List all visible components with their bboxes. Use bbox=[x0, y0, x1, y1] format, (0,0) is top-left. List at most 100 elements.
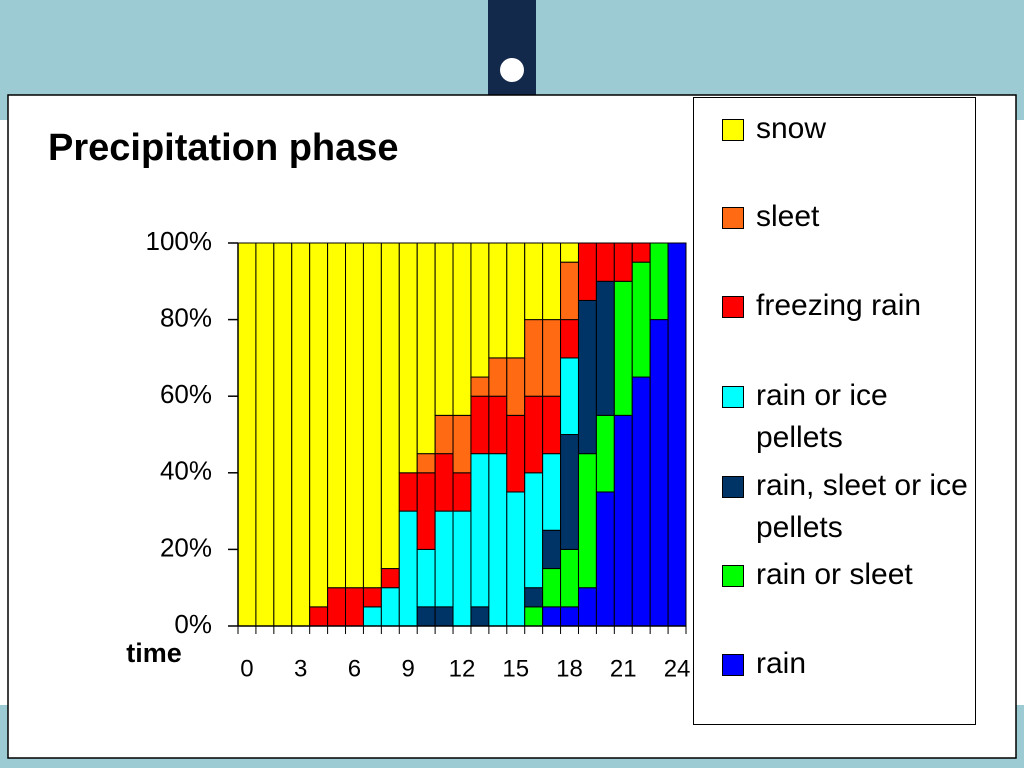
legend-swatch bbox=[722, 207, 744, 229]
y-tick-label: 100% bbox=[146, 226, 213, 256]
legend-label: snow bbox=[756, 112, 827, 145]
x-tick-label: 3 bbox=[294, 655, 307, 682]
bar-segment bbox=[560, 242, 579, 263]
bar-segment bbox=[416, 453, 436, 474]
bar-segment bbox=[631, 376, 651, 627]
bar-segment bbox=[470, 606, 490, 627]
bar-segment bbox=[398, 472, 418, 512]
legend-label: sleet bbox=[756, 200, 820, 233]
bar-segment bbox=[560, 434, 579, 550]
x-tick-label: 0 bbox=[240, 655, 253, 682]
legend-label: rain, sleet or ice pellets bbox=[756, 469, 968, 544]
y-tick-label: 40% bbox=[160, 456, 212, 486]
bar-segment bbox=[613, 280, 633, 416]
bar-segment bbox=[416, 548, 436, 608]
bar-segment bbox=[345, 587, 364, 627]
bar-segment bbox=[380, 568, 400, 589]
bar-segment bbox=[577, 242, 597, 301]
bar-segment bbox=[452, 472, 472, 512]
legend-label: rain or ice pellets bbox=[756, 379, 888, 454]
bar-segment bbox=[577, 453, 597, 589]
bar-segment bbox=[434, 510, 454, 608]
bar-segment bbox=[560, 548, 579, 608]
bar-segment bbox=[434, 414, 454, 455]
bar-segment bbox=[667, 242, 687, 627]
bar-segment bbox=[542, 606, 562, 627]
bar-segment bbox=[362, 242, 382, 589]
bar-segment bbox=[416, 606, 436, 627]
bar-segment bbox=[506, 357, 526, 416]
bar-segment bbox=[309, 242, 329, 608]
bar-segment bbox=[524, 242, 544, 321]
bar-segment bbox=[398, 510, 418, 627]
bar-segment bbox=[273, 242, 293, 627]
bar-segment bbox=[434, 606, 454, 627]
bar-segment bbox=[524, 319, 544, 397]
bar-segment bbox=[291, 242, 311, 627]
bar-segment bbox=[380, 242, 400, 570]
bar-segment bbox=[470, 395, 490, 455]
bar-segment bbox=[524, 395, 544, 474]
bar-segment bbox=[595, 280, 615, 416]
bar-segment bbox=[380, 587, 400, 627]
bar-segment bbox=[595, 414, 615, 493]
bar-segment bbox=[524, 472, 544, 589]
bar-segment bbox=[613, 414, 633, 627]
bar-segment bbox=[416, 472, 436, 550]
bar-segment bbox=[434, 453, 454, 512]
bar-segment bbox=[542, 529, 562, 570]
bar-segment bbox=[631, 242, 651, 263]
bar-segment bbox=[506, 414, 526, 493]
bar-segment bbox=[452, 242, 472, 416]
bar-segment bbox=[577, 299, 597, 455]
y-tick-label: 20% bbox=[160, 532, 212, 562]
legend-label: rain or sleet bbox=[756, 558, 913, 591]
bar-segment bbox=[613, 242, 633, 282]
bar-segment bbox=[524, 587, 544, 608]
bar-segment bbox=[542, 319, 562, 397]
chart-title: Precipitation phase bbox=[48, 127, 399, 169]
x-tick-label: 15 bbox=[502, 655, 529, 682]
x-tick-label: 18 bbox=[556, 655, 583, 682]
bar-segment bbox=[452, 414, 472, 474]
legend: snow sleet freezing rain rain or ice pellet… bbox=[693, 97, 976, 725]
bar-segment bbox=[506, 491, 526, 627]
bar-segment bbox=[577, 587, 597, 627]
bar-segment bbox=[416, 242, 436, 455]
x-tick-label: 24 bbox=[664, 655, 691, 682]
bar-segment bbox=[560, 606, 579, 627]
bar-segment bbox=[542, 568, 562, 608]
x-tick-label: 9 bbox=[402, 655, 415, 682]
bar-segment bbox=[560, 357, 579, 435]
bar-segment bbox=[470, 453, 490, 608]
bar-segment bbox=[345, 242, 364, 589]
x-axis-label: time bbox=[126, 638, 182, 668]
bar-segment bbox=[327, 587, 347, 627]
bar-segment bbox=[255, 242, 275, 627]
bar-segment bbox=[398, 242, 418, 474]
legend-label: rain bbox=[756, 647, 807, 680]
bar-segment bbox=[649, 319, 669, 627]
bar-segment bbox=[488, 242, 508, 359]
bar-segment bbox=[434, 242, 454, 416]
legend-swatch bbox=[722, 476, 744, 498]
bar-segment bbox=[524, 606, 544, 627]
bar-segment bbox=[542, 242, 562, 321]
bar-segment bbox=[560, 261, 579, 321]
bar-segment bbox=[470, 376, 490, 397]
x-tick-label: 6 bbox=[348, 655, 361, 682]
legend-swatch bbox=[722, 565, 744, 587]
bar-segment bbox=[309, 606, 329, 627]
bar-segment bbox=[560, 319, 579, 359]
bar-segment bbox=[452, 510, 472, 627]
bar-segment bbox=[595, 491, 615, 627]
bar-segment bbox=[237, 242, 257, 627]
legend-swatch bbox=[722, 654, 744, 676]
bar-segment bbox=[362, 587, 382, 608]
bar-segment bbox=[362, 606, 382, 627]
legend-swatch bbox=[722, 386, 744, 408]
bar-segment bbox=[649, 242, 669, 321]
bar-segment bbox=[470, 242, 490, 378]
legend-swatch bbox=[722, 119, 744, 141]
bar-segment bbox=[506, 242, 526, 359]
